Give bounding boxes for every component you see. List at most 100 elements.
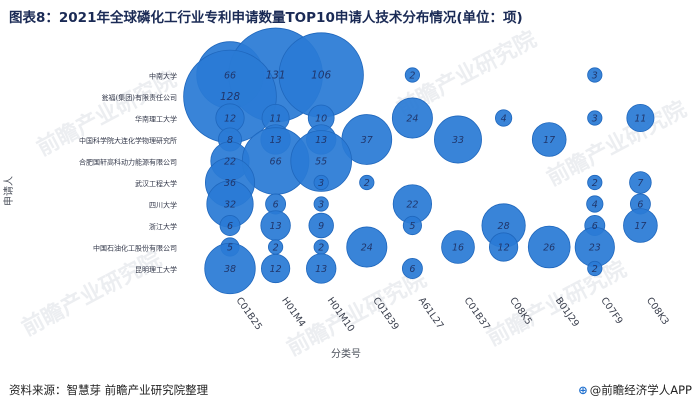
x-axis-labels: C01B25 H01M4 H01M10 C01B39 A61L27 C01B37 C08K5…: [234, 295, 671, 334]
bubble: [626, 104, 655, 132]
bubble-value-label: 28: [498, 221, 510, 232]
bubble-value-label: 22: [224, 157, 236, 168]
bubble: [434, 115, 482, 164]
bubble-value-label: 131: [266, 70, 286, 82]
bubble-value-label: 128: [220, 91, 240, 103]
watermark-text: 前瞻产业研究院: [18, 246, 166, 341]
bubble-value-label: 3: [318, 178, 324, 189]
x-axis-title: 分类号: [331, 347, 361, 360]
y-tick-label: 合肥国轩高科动力能源有限公司: [79, 158, 177, 167]
bubble: [306, 253, 337, 284]
x-tick-label: C08K3: [644, 295, 671, 327]
bubble-value-label: 23: [589, 243, 601, 254]
bubble-value-label: 4: [501, 114, 507, 125]
bubble-value-label: 38: [224, 264, 236, 275]
bubble-value-label: 55: [315, 157, 327, 168]
bubble-value-label: 3: [318, 200, 324, 211]
bubble-value-label: 66: [224, 71, 236, 82]
bubble: [402, 215, 422, 236]
bubble: [401, 258, 423, 279]
y-tick-label: 中国石油化工股份有限公司: [93, 244, 177, 253]
bubble-value-label: 3: [592, 114, 598, 125]
x-tick-label: C01B37: [462, 295, 492, 332]
bubble-value-label: 6: [227, 221, 233, 232]
bubble-value-label: 11: [270, 114, 282, 125]
credit-text: @前瞻经济学人APP: [589, 383, 692, 397]
bubble-value-label: 26: [543, 243, 555, 254]
bubble-value-label: 9: [318, 221, 324, 232]
y-tick-label: 中南大学: [149, 72, 177, 81]
bubble: [219, 215, 241, 236]
x-tick-label: H01M4: [279, 295, 307, 329]
bubble: [290, 130, 353, 192]
y-tick-label: 昆明理工大学: [135, 265, 177, 274]
y-tick-label: 瓮福(集团)有限责任公司: [102, 93, 177, 102]
bubble-value-label: 6: [637, 200, 643, 211]
bubble-value-label: 24: [406, 114, 418, 125]
bubble-value-label: 10: [315, 114, 327, 125]
bubble-value-label: 2: [409, 71, 415, 82]
bubble-value-label: 24: [361, 243, 373, 254]
x-tick-label: A61L27: [416, 295, 446, 331]
bubble: [587, 110, 603, 126]
bubble: [587, 260, 603, 277]
bubble-value-label: 37: [361, 135, 373, 146]
watermark-text: 前瞻产业研究院: [283, 266, 431, 361]
bubble: [488, 232, 519, 262]
bubble: [587, 174, 603, 191]
bubble-value-label: 17: [543, 135, 555, 146]
bubble: [391, 97, 433, 139]
bubble: [527, 225, 571, 269]
bubble: [359, 174, 375, 191]
bubble-value-label: 12: [224, 114, 236, 125]
bubble: [346, 226, 388, 268]
bubble: [623, 208, 658, 243]
bubble-value-label: 8: [227, 135, 233, 146]
source-note: 资料来源：智慧芽 前瞻产业研究院整理: [9, 383, 209, 397]
bubble: [204, 242, 256, 295]
y-tick-label: 浙江大学: [149, 222, 177, 231]
bubble-value-label: 5: [409, 221, 415, 232]
bubble: [313, 174, 329, 191]
bubble: [441, 230, 475, 264]
y-axis-labels: 中南大学瓮福(集团)有限责任公司华南理工大学中国科学院大连化学物理研究所合肥国轩…: [79, 72, 177, 275]
x-tick-label: C01B25: [234, 295, 264, 332]
bubble-value-label: 2: [318, 243, 324, 254]
bubble: [308, 212, 334, 239]
y-tick-label: 中国科学院大连化学物理研究所: [79, 136, 177, 145]
bubble: [494, 109, 513, 127]
bubble: [586, 195, 604, 213]
bubble-value-label: 2: [364, 178, 370, 189]
bubble-value-label: 17: [634, 221, 646, 232]
y-axis-title: 申请人: [2, 176, 15, 206]
bubble-value-label: 3: [592, 71, 598, 82]
bubble-value-label: 13: [315, 264, 327, 275]
bubble-value-label: 33: [452, 135, 464, 146]
x-tick-label: C07F9: [598, 295, 624, 326]
chart-title: 图表8：2021年全球磷化工行业专利申请数量TOP10申请人技术分布情况(单位：…: [9, 10, 523, 26]
bubble-value-label: 2: [592, 264, 598, 275]
bubble-value-label: 5: [227, 243, 233, 254]
bubble-value-label: 4: [592, 200, 598, 211]
bubble: [313, 196, 329, 212]
y-tick-label: 华南理工大学: [135, 115, 177, 124]
bubble: [629, 171, 652, 194]
bubble-value-label: 11: [634, 114, 646, 125]
bubble: [531, 122, 567, 157]
bubble-value-label: 6: [273, 200, 279, 211]
y-tick-label: 四川大学: [149, 201, 177, 210]
bubble: [404, 67, 420, 83]
bubble-value-label: 106: [311, 70, 331, 82]
bubble-value-label: 2: [592, 178, 598, 189]
bubble-value-label: 66: [270, 157, 282, 168]
bubble-value-label: 2: [273, 243, 279, 254]
bubble-value-label: 13: [270, 135, 282, 146]
bubble-value-label: 36: [224, 178, 236, 189]
bubble-value-label: 22: [406, 200, 418, 211]
bubble-value-label: 12: [270, 264, 282, 275]
bubble-value-label: 12: [498, 243, 510, 254]
qianzhan-logo-icon: ⊕: [578, 383, 588, 397]
bubble-value-label: 13: [270, 221, 282, 232]
